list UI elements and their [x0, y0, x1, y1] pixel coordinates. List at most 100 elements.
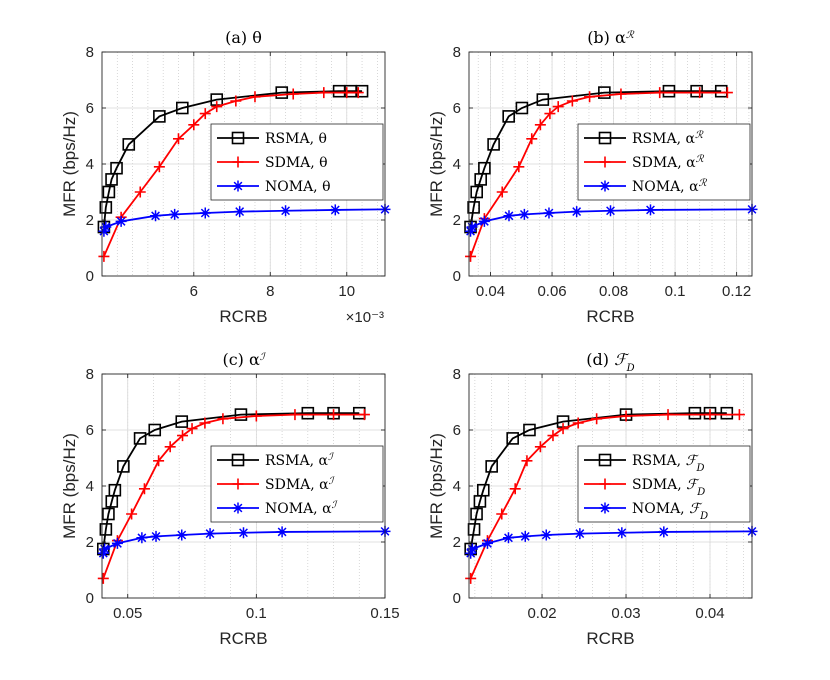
- x-axis-label: RCRB: [586, 307, 634, 326]
- data-point: [470, 507, 483, 521]
- legend-item: SDMA, θ: [217, 155, 328, 171]
- series-noma: [465, 203, 758, 237]
- legend-marker: [599, 478, 611, 490]
- data-point: [148, 423, 162, 437]
- data-point: [176, 529, 188, 541]
- y-tick-label: 0: [86, 590, 94, 607]
- data-point: [102, 185, 116, 199]
- legend-label: SDMA, θ: [265, 155, 328, 171]
- data-point: [150, 530, 162, 542]
- data-point: [496, 508, 508, 520]
- legend-item: NOMA, ℱD: [584, 501, 708, 522]
- data-point: [502, 110, 515, 123]
- x-tick-label: 0.12: [722, 283, 751, 300]
- data-point: [318, 87, 330, 99]
- x-tick-label: 0.1: [665, 283, 686, 300]
- data-point: [164, 441, 176, 453]
- data-point: [557, 423, 569, 435]
- legend: RSMA, αℐ SDMA, αℐ NOMA, αℐ: [210, 445, 384, 523]
- data-point: [280, 205, 292, 217]
- legend-marker: [232, 478, 244, 490]
- x-tick-label: 0.06: [537, 283, 566, 300]
- x-tick-label: 0.03: [611, 605, 640, 622]
- y-tick-label: 0: [453, 268, 461, 285]
- y-axis-label: MFR (bps/Hz): [60, 433, 79, 539]
- data-point: [115, 215, 127, 227]
- data-point: [467, 201, 480, 214]
- data-point: [704, 409, 716, 421]
- y-tick-label: 6: [453, 100, 461, 117]
- data-point: [234, 206, 246, 218]
- legend-marker: [598, 131, 612, 145]
- data-point: [566, 95, 578, 107]
- legend-label: RSMA, αℐ: [265, 452, 335, 470]
- data-point: [238, 527, 249, 539]
- data-point: [513, 161, 525, 173]
- subplot-title: (d) ℱD: [586, 350, 634, 374]
- x-tick-label: 0.08: [599, 283, 628, 300]
- y-tick-label: 4: [86, 478, 94, 495]
- data-point: [690, 84, 703, 98]
- data-point: [519, 530, 531, 542]
- data-point: [572, 417, 584, 429]
- y-axis-label: MFR (bps/Hz): [60, 111, 79, 217]
- data-point: [289, 409, 301, 421]
- data-point: [534, 441, 546, 453]
- data-point: [584, 91, 596, 103]
- data-point: [502, 532, 514, 544]
- data-point: [506, 432, 519, 445]
- data-point: [605, 205, 616, 217]
- data-point: [199, 417, 211, 429]
- data-point: [616, 527, 628, 539]
- x-tick-label: 0.04: [695, 605, 724, 622]
- data-point: [199, 108, 211, 120]
- data-point: [133, 432, 147, 445]
- legend-item: SDMA, αℐ: [217, 476, 336, 493]
- data-point: [230, 95, 242, 107]
- subplot-title: (c) αℐ: [222, 350, 266, 369]
- legend-label: SDMA, αℛ: [632, 154, 705, 172]
- data-point: [97, 572, 109, 584]
- legend: RSMA, θ SDMA, θ NOMA, θ: [210, 123, 384, 201]
- legend-marker: [231, 131, 245, 145]
- data-point: [465, 547, 477, 559]
- data-point: [150, 210, 162, 222]
- legend-item: NOMA, θ: [217, 179, 331, 195]
- data-point: [98, 225, 110, 237]
- data-point: [465, 250, 477, 262]
- data-point: [478, 215, 490, 227]
- series-line: [469, 412, 727, 550]
- data-point: [98, 250, 110, 262]
- series-line: [469, 413, 740, 579]
- legend-label: NOMA, αℐ: [265, 500, 339, 518]
- data-point: [620, 410, 632, 422]
- data-point: [153, 161, 165, 173]
- data-point: [496, 186, 508, 198]
- x-axis-label: RCRB: [586, 629, 634, 648]
- data-point: [552, 101, 564, 113]
- data-point: [503, 210, 515, 222]
- subplot-c: 0.05 0.1 0.15 0 2 4 6 8 RCRB MFR (bps/Hz) (c) αℐ RS…: [60, 350, 400, 648]
- data-point: [217, 413, 229, 425]
- data-point: [99, 201, 113, 214]
- legend-label: NOMA, θ: [265, 179, 331, 195]
- legend-item: RSMA, αℐ: [217, 452, 335, 470]
- y-tick-label: 6: [86, 422, 94, 439]
- data-point: [329, 204, 341, 216]
- data-point: [515, 101, 529, 115]
- legend: RSMA, ℱD SDMA, ℱD NOMA, ℱD: [577, 445, 751, 523]
- legend-label: RSMA, αℛ: [632, 130, 704, 148]
- data-point: [99, 543, 111, 555]
- series-line: [469, 208, 753, 232]
- data-point: [465, 572, 477, 584]
- x-tick-label: 0.15: [370, 605, 399, 622]
- data-point: [111, 537, 123, 549]
- data-point: [176, 101, 189, 115]
- data-point: [122, 138, 136, 151]
- data-point: [250, 410, 262, 422]
- data-point: [153, 110, 166, 123]
- data-point: [355, 84, 369, 98]
- legend-marker: [599, 502, 611, 514]
- data-point: [540, 529, 552, 541]
- data-point: [234, 408, 248, 421]
